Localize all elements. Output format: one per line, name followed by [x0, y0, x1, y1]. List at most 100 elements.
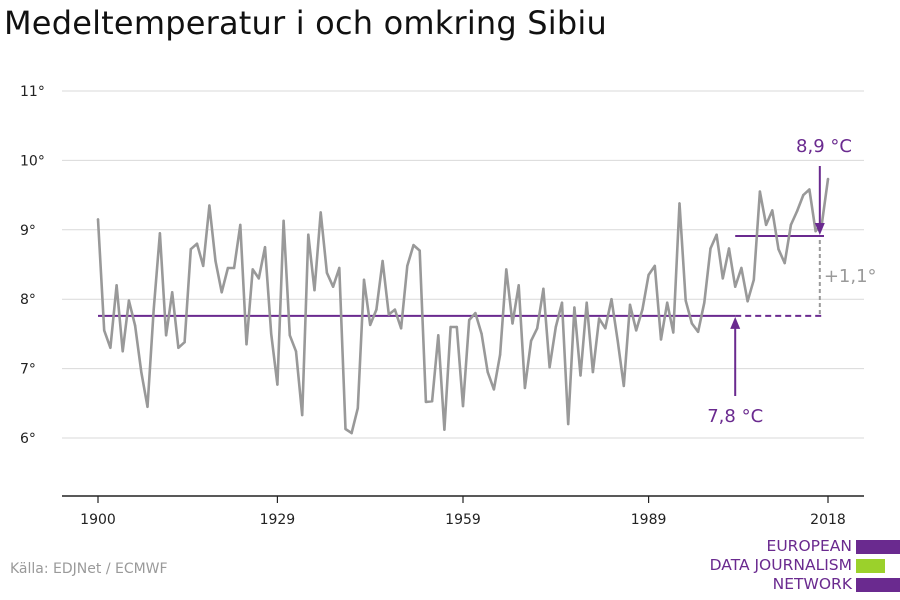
series-line-0	[96, 177, 830, 435]
data-point-1977	[573, 306, 576, 309]
data-point-2011	[783, 261, 786, 265]
data-point-1904	[121, 350, 124, 353]
data-point-1970	[529, 339, 533, 342]
data-point-1959	[461, 404, 465, 408]
data-point-1932	[294, 350, 298, 353]
data-point-1962	[480, 332, 483, 336]
logo-bar-purple-bottom	[856, 578, 900, 592]
data-point-1971	[536, 327, 539, 330]
data-point-2002	[727, 247, 731, 250]
data-point-1929	[276, 383, 279, 386]
y-tick-label-11: 11°	[20, 84, 45, 100]
data-point-2001	[721, 277, 724, 280]
data-point-1964	[492, 388, 496, 391]
data-point-2006	[752, 278, 755, 281]
data-point-1998	[703, 301, 706, 304]
data-point-1908	[146, 405, 149, 408]
data-point-1949	[399, 327, 403, 330]
x-tick-label-1959: 1959	[445, 512, 481, 528]
data-point-1942	[356, 407, 359, 410]
data-point-1987	[635, 329, 638, 332]
y-tick-label-9: 9°	[20, 223, 36, 239]
data-point-1923	[239, 223, 242, 227]
grid-lines: 6° 7° 8° 9° 10° 11°	[20, 84, 864, 447]
source-note: Källa: EDJNet / ECMWF	[10, 561, 168, 577]
data-point-1919	[214, 259, 217, 263]
data-point-1941	[350, 431, 353, 435]
data-point-1943	[362, 278, 366, 281]
data-point-1930	[282, 219, 285, 222]
logo-line-2: DATA JOURNALISM	[709, 556, 852, 574]
data-point-1938	[331, 285, 335, 288]
data-point-2014	[802, 193, 805, 197]
data-point-1975	[560, 301, 564, 304]
data-point-1922	[232, 266, 236, 270]
data-point-1961	[474, 311, 477, 315]
data-point-2009	[771, 209, 774, 212]
data-point-1994	[678, 202, 681, 205]
data-point-1972	[542, 287, 545, 290]
data-point-1958	[455, 325, 458, 329]
annotations: +1,1° 8,9 °C 7,8 °C	[707, 136, 876, 427]
data-point-2013	[795, 209, 799, 213]
recent-average-label: 8,9 °C	[796, 136, 852, 157]
data-point-1991	[659, 338, 663, 341]
data-point-2007	[758, 190, 762, 193]
data-point-1921	[226, 266, 230, 270]
data-point-1946	[381, 259, 384, 263]
data-point-1913	[177, 346, 180, 349]
data-point-2003	[734, 285, 737, 288]
data-point-2000	[715, 233, 718, 236]
data-point-1966	[505, 268, 508, 271]
data-point-1990	[653, 264, 656, 268]
data-point-1948	[393, 308, 397, 311]
reference-lines	[98, 235, 824, 317]
data-point-1955	[437, 334, 440, 337]
data-point-1968	[517, 284, 520, 287]
data-point-1973	[548, 366, 551, 369]
difference-label: +1,1°	[824, 266, 877, 287]
data-point-1912	[171, 291, 174, 294]
data-point-1992	[666, 301, 669, 304]
data-point-1950	[406, 264, 409, 268]
data-point-1984	[616, 339, 619, 342]
data-point-1926	[257, 277, 260, 280]
y-tick-label-10: 10°	[20, 153, 45, 169]
data-point-1969	[523, 386, 527, 390]
data-point-1965	[498, 353, 502, 356]
data-point-1978	[579, 374, 582, 377]
data-point-1951	[412, 243, 415, 247]
data-point-2018	[826, 177, 830, 181]
data-point-1935	[313, 289, 316, 292]
data-point-2012	[789, 223, 793, 227]
x-tick-label-1900: 1900	[80, 512, 116, 528]
data-point-1900	[96, 218, 100, 221]
data-point-1902	[109, 346, 112, 349]
y-tick-label-8: 8°	[20, 292, 36, 308]
data-point-2016	[814, 230, 817, 233]
data-point-1928	[270, 332, 273, 336]
data-point-1976	[567, 422, 570, 426]
data-point-2008	[764, 223, 768, 227]
x-tick-label-2018: 2018	[810, 512, 846, 528]
data-point-1937	[325, 271, 329, 274]
logo-bar-purple-top	[856, 540, 900, 554]
data-point-1981	[597, 317, 601, 320]
data-point-1939	[338, 266, 341, 270]
data-point-1917	[202, 264, 205, 268]
data-point-1920	[220, 291, 223, 294]
logo-line-1: EUROPEAN	[766, 537, 852, 555]
data-point-1936	[319, 211, 322, 214]
data-point-1988	[641, 308, 644, 311]
data-point-1925	[251, 268, 254, 271]
data-point-2004	[740, 266, 743, 270]
data-point-1986	[628, 303, 632, 306]
logo-text: EUROPEAN DATA JOURNALISM NETWORK	[700, 537, 852, 594]
baseline-arrow-head	[730, 316, 741, 329]
data-point-1979	[585, 301, 588, 304]
data-point-1960	[468, 318, 471, 322]
data-point-1910	[158, 232, 162, 235]
data-point-1995	[684, 299, 687, 302]
data-point-1918	[208, 204, 211, 207]
